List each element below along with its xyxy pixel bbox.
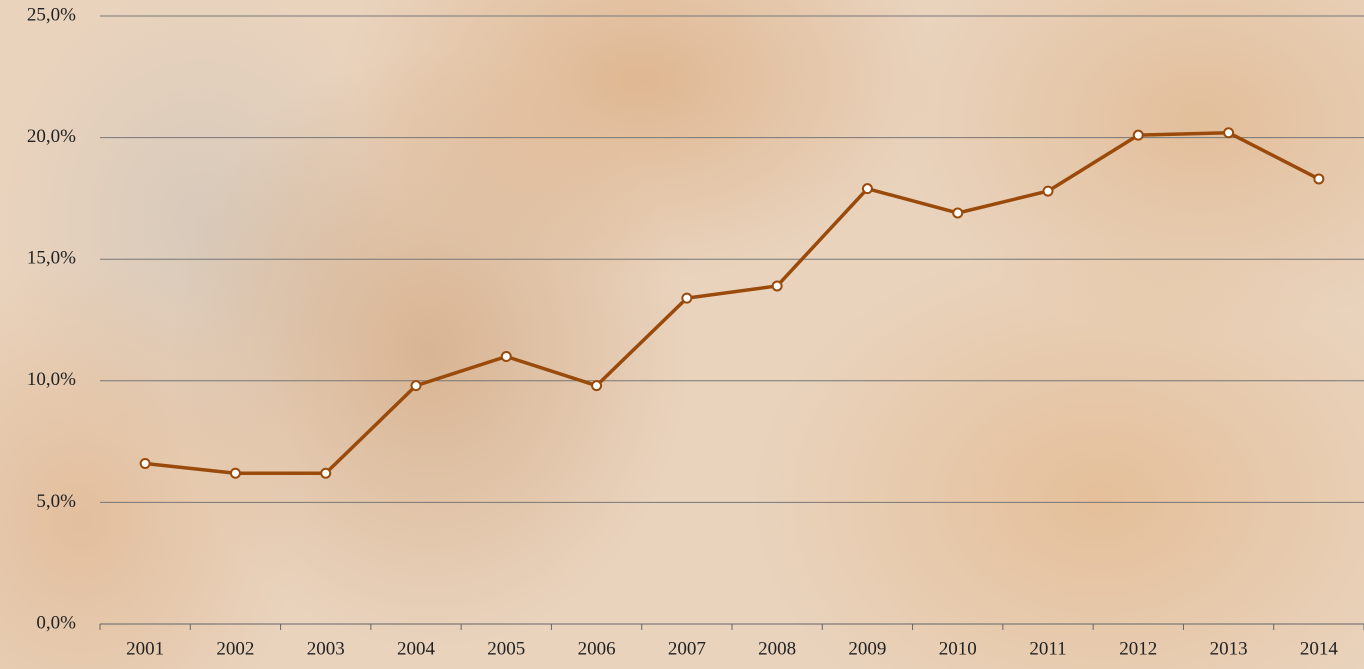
- y-tick-label: 10,0%: [27, 369, 76, 390]
- x-tick-label: 2002: [216, 638, 254, 659]
- y-tick-label: 5,0%: [36, 491, 76, 512]
- y-tick-label: 20,0%: [27, 126, 76, 147]
- x-tick-label: 2008: [758, 638, 796, 659]
- x-tick-label: 2011: [1029, 638, 1066, 659]
- y-tick-label: 25,0%: [27, 4, 76, 25]
- x-tick-label: 2010: [939, 638, 977, 659]
- marker: [953, 208, 962, 217]
- x-tick-label: 2007: [668, 638, 706, 659]
- chart: 0,0% 5,0% 10,0% 15,0% 20,0% 25,0% 2001 2002 2003…: [0, 0, 1364, 669]
- marker: [141, 459, 150, 468]
- x-tick-label: 2004: [397, 638, 436, 659]
- marker: [1134, 131, 1143, 140]
- marker: [773, 281, 782, 290]
- marker: [412, 381, 421, 390]
- y-tick-label: 0,0%: [36, 612, 76, 633]
- x-tick-label: 2014: [1300, 638, 1339, 659]
- marker: [321, 469, 330, 478]
- x-tick-label: 2006: [578, 638, 616, 659]
- marker: [682, 294, 691, 303]
- marker: [863, 184, 872, 193]
- x-tick-label: 2012: [1119, 638, 1157, 659]
- x-tick-label: 2013: [1210, 638, 1248, 659]
- marker: [592, 381, 601, 390]
- marker: [502, 352, 511, 361]
- x-tick-label: 2009: [848, 638, 886, 659]
- line: [145, 133, 1319, 473]
- x-tick-label: 2001: [126, 638, 164, 659]
- marker: [1224, 128, 1233, 137]
- y-tick-label: 15,0%: [27, 248, 76, 269]
- page: 0,0% 5,0% 10,0% 15,0% 20,0% 25,0% 2001 2002 2003…: [0, 0, 1364, 669]
- x-tick-label: 2005: [487, 638, 525, 659]
- marker: [1314, 174, 1323, 183]
- marker: [231, 469, 240, 478]
- marker: [1044, 187, 1053, 196]
- x-tick-label: 2003: [307, 638, 345, 659]
